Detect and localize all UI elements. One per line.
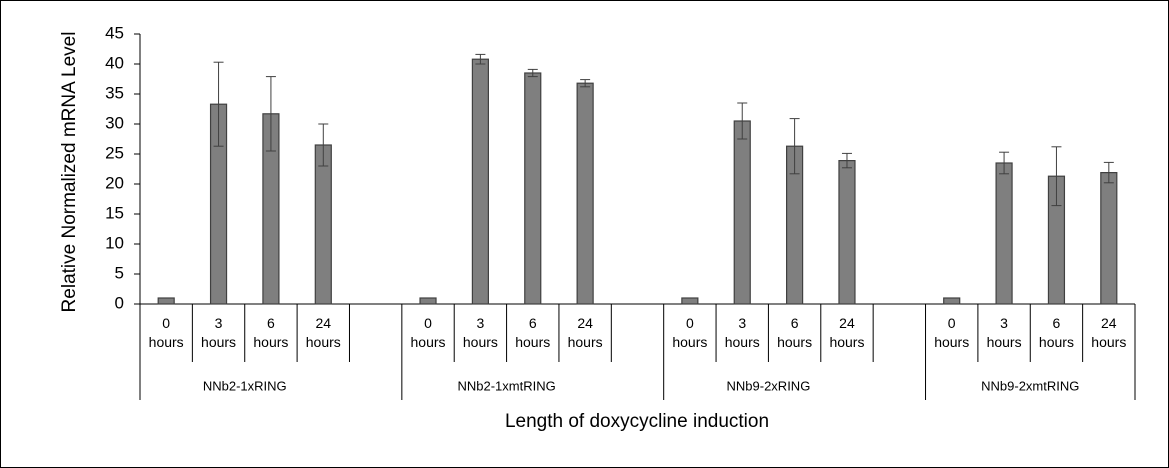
x-tick-label: 24 hours (1091, 315, 1127, 350)
y-tick-label: 20 (105, 173, 124, 192)
x-tick-label: 3 hours (986, 315, 1022, 350)
x-tick-label: 6 hours (777, 315, 813, 350)
y-tick-label: 30 (105, 113, 124, 132)
x-tick-label: 6 hours (253, 315, 289, 350)
bar (471, 58, 489, 305)
x-tick-label: 0 hours (410, 315, 446, 350)
x-tick-label: 0 hours (148, 315, 184, 350)
group-label: NNb9-2xmtRING (981, 378, 1079, 393)
bar (681, 297, 699, 305)
group-label: NNb2-1xmtRING (457, 378, 555, 393)
y-tick-label: 25 (105, 143, 124, 162)
bar (943, 297, 961, 305)
group-label: NNb2-1xRING (203, 378, 287, 393)
x-tick-label: 3 hours (462, 315, 498, 350)
group-label: NNb9-2xRING (727, 378, 811, 393)
bar (524, 72, 542, 305)
bar (157, 297, 175, 305)
x-tick-label: 0 hours (672, 315, 708, 350)
bar (314, 144, 332, 305)
y-tick-label: 15 (105, 203, 124, 222)
bar (1100, 172, 1118, 305)
y-tick-label: 35 (105, 83, 124, 102)
y-axis-label: Relative Normalized mRNA Level (59, 32, 80, 313)
y-tick-label: 10 (105, 233, 124, 252)
x-tick-label: 0 hours (934, 315, 970, 350)
x-tick-label: 24 hours (567, 315, 603, 350)
x-tick-label: 6 hours (515, 315, 551, 350)
bar (838, 160, 856, 305)
y-tick-label: 0 (115, 293, 124, 312)
x-tick-label: 24 hours (305, 315, 341, 350)
x-tick-label: 6 hours (1038, 315, 1074, 350)
x-tick-label: 3 hours (724, 315, 760, 350)
x-axis-label: Length of doxycycline induction (505, 411, 769, 432)
y-tick-label: 40 (105, 53, 124, 72)
x-tick-label: 3 hours (201, 315, 237, 350)
y-tick-label: 45 (105, 23, 124, 42)
bar (576, 82, 594, 305)
x-tick-label: 24 hours (829, 315, 865, 350)
bar (733, 120, 751, 305)
y-tick-label: 5 (115, 263, 124, 282)
bar (995, 162, 1013, 305)
bar (419, 297, 437, 305)
